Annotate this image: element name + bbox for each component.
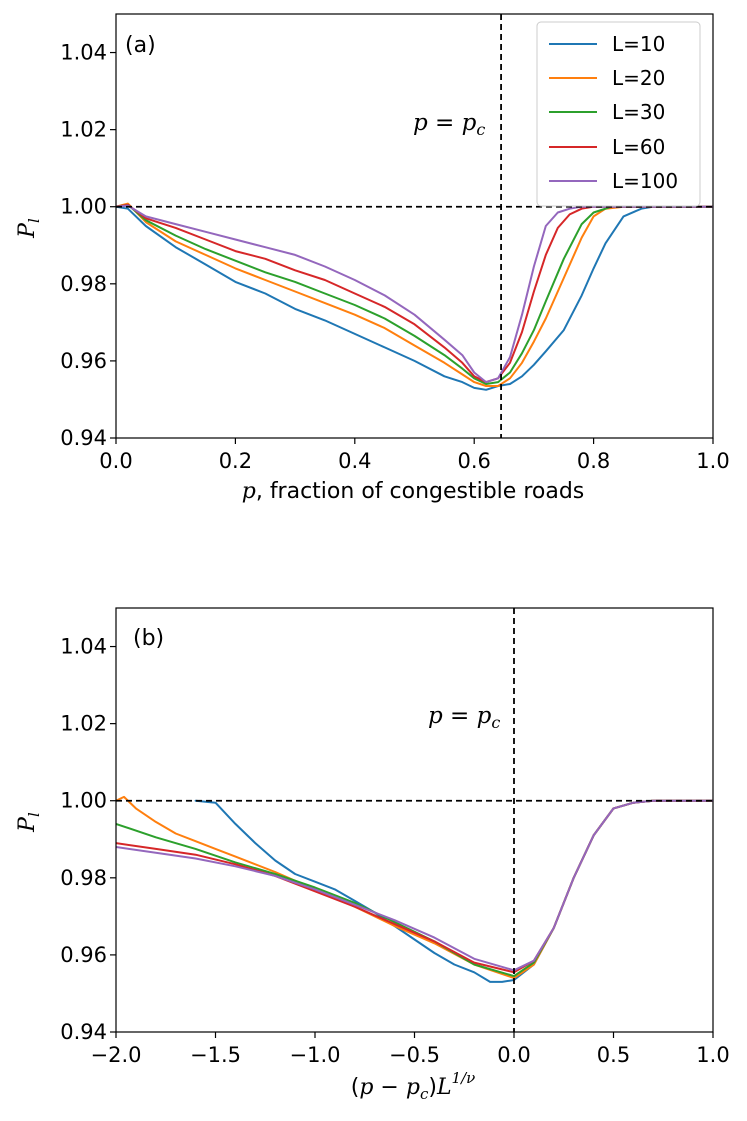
legend-label-l100: L=100 bbox=[612, 169, 678, 193]
panel-b-xtick-label: 1.0 bbox=[696, 1043, 729, 1067]
legend-entry-l100: L=100 bbox=[549, 169, 678, 193]
panel-a-xtick-label: 0.6 bbox=[457, 449, 490, 473]
panel-a-y-axis-label: Pl bbox=[15, 218, 43, 239]
legend-label-l20: L=20 bbox=[612, 66, 665, 90]
panel-b-xtick-label: 0.0 bbox=[497, 1043, 530, 1067]
panel-b-ytick-label: 1.02 bbox=[60, 712, 107, 736]
panel-b-ytick-label: 0.94 bbox=[60, 1020, 107, 1044]
legend-entry-l30: L=30 bbox=[549, 100, 665, 124]
panel-a-ytick-label: 1.00 bbox=[60, 195, 107, 219]
panel-b-x-axis-label: (p − pc)L1/ν bbox=[351, 1069, 476, 1103]
legend-entry-l60: L=60 bbox=[549, 135, 665, 159]
panel-b-xtick-label: −1.0 bbox=[290, 1043, 341, 1067]
panel-a-series-l10 bbox=[116, 205, 713, 391]
panel-a-ytick-label: 1.04 bbox=[60, 41, 107, 65]
panel-a-xtick-label: 0.2 bbox=[219, 449, 252, 473]
panel-b-ytick-label: 1.00 bbox=[60, 789, 107, 813]
panel-a-legend: L=10 L=20 L=30 L=60 L=100 bbox=[536, 21, 701, 207]
panel-a-series-l20 bbox=[116, 202, 713, 387]
legend-label-l10: L=10 bbox=[612, 32, 665, 56]
panel-a-ytick-label: 0.96 bbox=[60, 349, 107, 373]
panel-a-annotation: p = pc bbox=[413, 110, 485, 139]
panel-b-y-axis-label: Pl bbox=[15, 812, 43, 833]
panel-a-xtick-label: 0.8 bbox=[577, 449, 610, 473]
panel-a-series-l100 bbox=[116, 204, 713, 384]
panel-b-label: (b) bbox=[133, 626, 164, 651]
panel-b-annotation: p = pc bbox=[428, 703, 500, 732]
panel-b-series-l100 bbox=[116, 799, 713, 972]
legend-label-l30: L=30 bbox=[612, 100, 665, 124]
panel-a-xtick-label: 0.4 bbox=[338, 449, 371, 473]
panel-b-ytick-label: 0.98 bbox=[60, 866, 107, 890]
panel-b-ytick-label: 0.96 bbox=[60, 943, 107, 967]
legend-entry-l10: L=10 bbox=[549, 32, 665, 56]
panel-a-chart: 0.94 0.96 0.98 1.00 1.02 1.04 0.0 0.2 0.4 0.6 0.8… bbox=[15, 13, 730, 504]
panel-b-xtick-label: −0.5 bbox=[389, 1043, 440, 1067]
panel-a-ytick-label: 0.98 bbox=[60, 272, 107, 296]
panel-b-ytick-label: 1.04 bbox=[60, 635, 107, 659]
panel-b-xtick-label: −2.0 bbox=[91, 1043, 142, 1067]
panel-a-xtick-label: 0.0 bbox=[99, 449, 132, 473]
panel-a-xtick-label: 1.0 bbox=[696, 449, 729, 473]
legend-entry-l20: L=20 bbox=[549, 66, 665, 90]
panel-b-chart: 0.94 0.96 0.98 1.00 1.02 1.04 −2.0 −1.5 −1.0 −0.… bbox=[15, 607, 730, 1103]
legend-label-l60: L=60 bbox=[612, 135, 665, 159]
panel-a-ytick-label: 1.02 bbox=[60, 118, 107, 142]
panel-b-xtick-label: 0.5 bbox=[597, 1043, 630, 1067]
panel-a-ytick-label: 0.94 bbox=[60, 426, 107, 450]
panel-a-series-l60 bbox=[116, 203, 713, 384]
panel-a-series-l30 bbox=[116, 203, 713, 385]
panel-a-x-axis-label: p, fraction of congestible roads bbox=[242, 479, 585, 504]
panel-b-xtick-label: −1.5 bbox=[190, 1043, 241, 1067]
panel-a-label: (a) bbox=[125, 33, 156, 58]
